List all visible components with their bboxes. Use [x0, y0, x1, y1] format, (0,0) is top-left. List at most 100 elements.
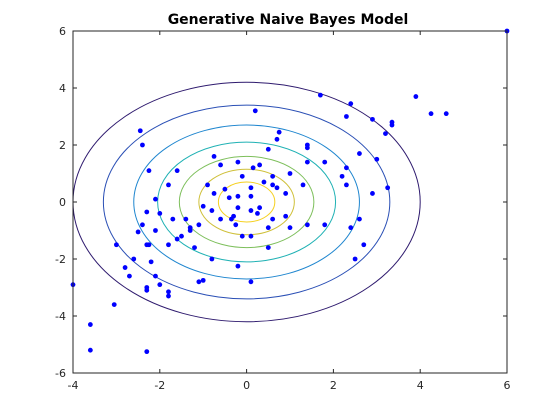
data-point — [344, 165, 349, 171]
data-point — [265, 225, 271, 231]
data-point — [235, 263, 241, 269]
data-point — [144, 349, 150, 355]
y-axis-ticks: -6 -4 -2 0 2 4 6 — [55, 25, 507, 380]
data-point — [283, 191, 289, 196]
contour-ellipse-7 — [217, 181, 276, 223]
y-tick-label: -6 — [55, 367, 66, 380]
data-point — [166, 242, 171, 248]
data-point — [226, 195, 232, 201]
data-point — [339, 173, 345, 179]
data-point — [144, 209, 150, 215]
data-point — [235, 159, 241, 165]
contour-ellipse-2 — [102, 104, 391, 300]
chart-title: Generative Naive Bayes Model — [168, 12, 409, 28]
data-point — [265, 245, 271, 251]
data-point — [248, 193, 254, 199]
data-point — [322, 159, 328, 165]
data-point — [383, 131, 388, 137]
data-point — [239, 173, 245, 179]
data-point — [374, 156, 380, 162]
data-point — [122, 265, 128, 270]
data-point — [304, 159, 310, 165]
data-point — [153, 228, 158, 233]
data-point — [211, 154, 217, 159]
data-point — [261, 179, 267, 185]
data-point — [166, 293, 171, 299]
y-tick-label: 0 — [59, 196, 66, 209]
data-point — [276, 129, 282, 135]
data-point — [153, 196, 158, 202]
data-point — [153, 273, 158, 279]
data-point — [413, 94, 419, 99]
data-point — [287, 171, 293, 176]
data-point — [344, 182, 349, 188]
data-point — [248, 233, 254, 239]
x-tick-label: 0 — [243, 379, 250, 392]
data-point — [87, 347, 93, 353]
contour-ellipse-3 — [133, 124, 360, 280]
data-point — [317, 92, 323, 98]
data-point — [87, 322, 93, 327]
data-point — [252, 108, 258, 114]
data-point — [385, 185, 391, 191]
data-point — [304, 222, 310, 228]
data-point — [235, 205, 241, 211]
x-tick-label: -2 — [154, 379, 165, 392]
data-point — [200, 277, 206, 283]
data-point — [127, 273, 132, 279]
data-point — [135, 229, 141, 235]
data-point — [248, 185, 254, 191]
data-point — [235, 193, 241, 199]
data-point — [357, 216, 362, 222]
data-point — [270, 182, 276, 188]
data-point — [255, 211, 260, 216]
data-point — [218, 162, 223, 168]
data-point — [274, 136, 280, 142]
data-point — [174, 236, 180, 242]
data-point — [157, 211, 163, 216]
x-tick-label: 6 — [504, 379, 511, 392]
data-point — [205, 182, 210, 188]
y-tick-label: -4 — [55, 310, 66, 323]
data-point — [389, 122, 395, 128]
data-point — [257, 205, 263, 211]
data-point — [209, 256, 215, 262]
data-point — [344, 114, 349, 119]
data-point — [270, 216, 276, 222]
y-tick-label: -2 — [55, 253, 66, 266]
data-point — [361, 242, 367, 248]
data-point — [192, 245, 197, 251]
data-point — [270, 173, 276, 179]
data-point — [233, 222, 239, 228]
x-tick-label: 4 — [417, 379, 424, 392]
data-point — [229, 216, 234, 222]
y-tick-label: 6 — [59, 25, 66, 38]
data-point — [211, 191, 217, 196]
data-point — [144, 287, 150, 293]
data-point — [250, 165, 256, 171]
data-point — [187, 228, 193, 233]
data-point — [218, 216, 223, 222]
data-point — [322, 222, 328, 228]
data-point — [196, 279, 202, 285]
data-point — [174, 168, 180, 174]
data-point — [357, 151, 362, 156]
contour-layer — [72, 81, 421, 323]
data-point — [146, 168, 152, 174]
data-point — [140, 142, 145, 148]
data-point — [179, 233, 184, 239]
data-point — [222, 186, 228, 192]
data-point — [304, 142, 310, 148]
data-point — [274, 185, 280, 191]
y-tick-label: 4 — [59, 82, 66, 95]
data-point — [137, 128, 143, 134]
data-point — [196, 222, 202, 228]
data-point — [148, 259, 154, 265]
data-point — [248, 279, 254, 285]
contour-ellipse-6 — [198, 168, 295, 236]
data-point — [140, 222, 145, 228]
data-point — [348, 101, 354, 107]
contour-ellipse-5 — [178, 155, 315, 249]
